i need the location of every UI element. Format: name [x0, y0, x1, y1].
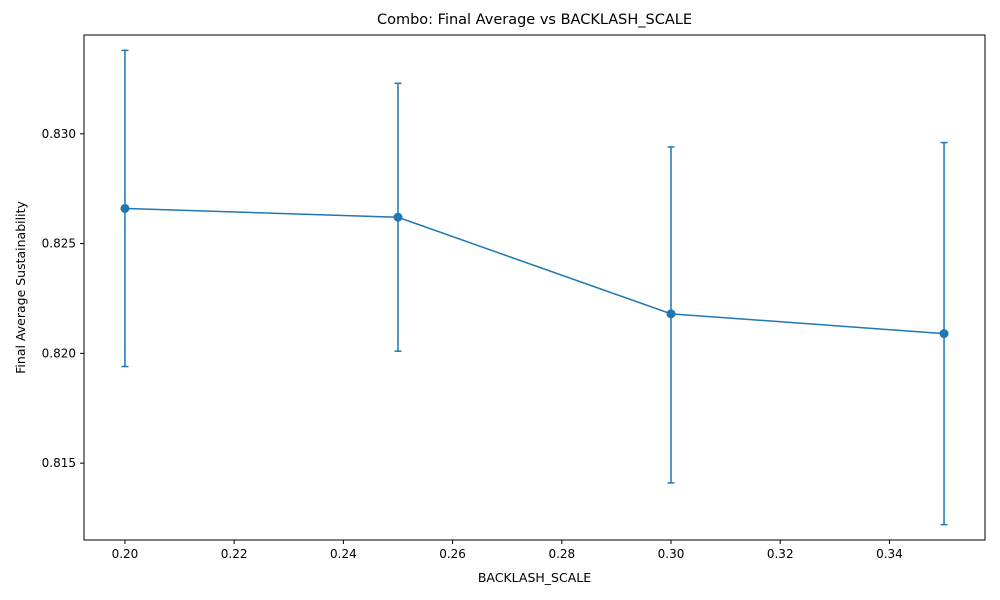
y-tick-label: 0.830 — [42, 127, 76, 141]
x-axis-ticks: 0.20 0.22 0.24 0.26 0.28 0.30 0.32 0.34 — [112, 540, 903, 561]
x-tick-label: 0.34 — [876, 547, 903, 561]
y-axis-label: Final Average Sustainability — [13, 201, 28, 374]
data-point — [393, 212, 403, 222]
x-tick-label: 0.26 — [439, 547, 466, 561]
data-point — [666, 309, 676, 319]
x-tick-label: 0.32 — [767, 547, 794, 561]
chart-title: Combo: Final Average vs BACKLASH_SCALE — [377, 12, 692, 28]
series-layer — [120, 49, 949, 526]
plot-area — [83, 34, 986, 541]
x-tick-label: 0.22 — [221, 547, 248, 561]
y-tick-label: 0.825 — [42, 237, 76, 251]
x-tick-label: 0.28 — [548, 547, 575, 561]
y-tick-label: 0.820 — [42, 346, 76, 360]
data-point — [939, 329, 949, 339]
y-tick-label: 0.815 — [42, 456, 76, 470]
data-point — [120, 203, 130, 213]
x-axis-label: BACKLASH_SCALE — [478, 570, 591, 585]
x-tick-label: 0.30 — [658, 547, 685, 561]
x-tick-label: 0.24 — [330, 547, 357, 561]
y-axis-ticks: 0.815 0.820 0.825 0.830 — [42, 127, 84, 470]
x-tick-label: 0.20 — [112, 547, 139, 561]
series-line — [124, 207, 945, 335]
